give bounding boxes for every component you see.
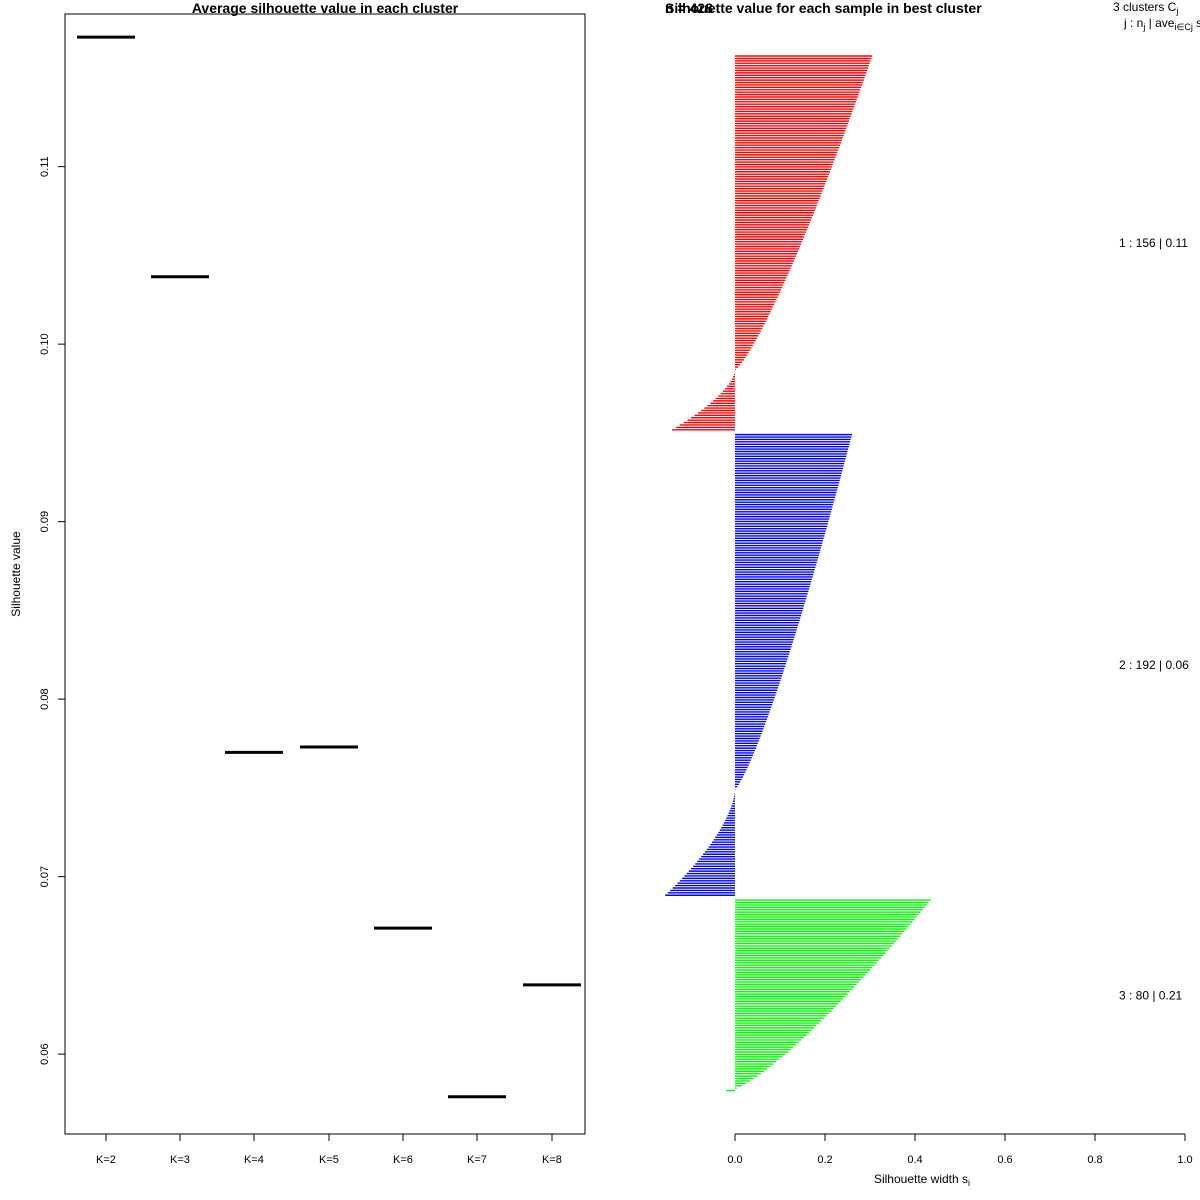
right-x-tick-label: 0.6: [997, 1154, 1012, 1166]
right-chart-title: Silhouette value for each sample in best…: [665, 0, 982, 16]
right-x-label-text: Silhouette width s: [874, 1172, 968, 1186]
left-x-tick-label: K=2: [96, 1154, 116, 1166]
right-x-tick-label: 1.0: [1177, 1154, 1192, 1166]
right-x-tick-label: 0.4: [907, 1154, 922, 1166]
cluster-label-3: 3 : 80 | 0.21: [1119, 988, 1182, 1002]
left-x-axis: K=2 K=3 K=4 K=5 K=6 K=7 K=8: [96, 1133, 562, 1166]
right-x-tick-label: 0.0: [727, 1154, 742, 1166]
cluster-label-2: 2 : 192 | 0.06: [1119, 658, 1189, 672]
left-x-tick-label: K=5: [319, 1154, 339, 1166]
cluster-label-1: 1 : 156 | 0.11: [1119, 236, 1188, 250]
left-y-tick-label: 0.09: [39, 511, 51, 532]
left-x-tick-label: K=4: [244, 1154, 264, 1166]
left-y-tick-label: 0.07: [39, 866, 51, 887]
header-line1-text: 3 clusters C: [1113, 0, 1177, 14]
header-line2-subscript: j: [1142, 22, 1145, 32]
left-data-marks: [77, 35, 581, 1099]
header-line2-mid: | ave: [1145, 16, 1174, 30]
right-x-tick-label: 0.2: [817, 1154, 832, 1166]
left-x-tick-label: K=7: [467, 1154, 487, 1166]
header-clusters-count: 3 clusters Cj: [1113, 0, 1178, 16]
header-line2-text: j : n: [1123, 16, 1143, 30]
left-x-tick-label: K=6: [393, 1154, 413, 1166]
left-y-axis: 0.06 0.07 0.08 0.09 0.10 0.11: [39, 156, 65, 1065]
left-y-tick-label: 0.11: [39, 156, 51, 177]
left-chart-title: Average silhouette value in each cluster: [192, 0, 459, 16]
right-x-tick-label: 0.8: [1087, 1154, 1102, 1166]
header-columns: j : nj | avei∈Cj s: [1123, 16, 1200, 32]
right-x-label-subscript: i: [968, 1178, 970, 1188]
header-line2-end: s: [1193, 16, 1200, 30]
left-panel-average-silhouette: Average silhouette value in each cluster…: [9, 0, 586, 1166]
left-y-axis-label: Silhouette value: [9, 531, 23, 617]
left-x-tick-label: K=3: [170, 1154, 190, 1166]
left-y-tick-label: 0.08: [39, 688, 51, 709]
cluster-labels: 1 : 156 | 0.11 2 : 192 | 0.06 3 : 80 | 0.2…: [1119, 236, 1189, 1002]
header-line2-subscript2: i∈Cj: [1174, 22, 1192, 32]
right-x-axis: 0.0 0.2 0.4 0.6 0.8 1.0: [727, 1133, 1193, 1166]
header-line1-subscript: j: [1175, 6, 1178, 16]
left-y-tick-label: 0.10: [39, 333, 51, 354]
right-x-axis-label: Silhouette width si: [874, 1172, 970, 1188]
right-panel-silhouette-plot: n = 428 Silhouette value for each sample…: [665, 0, 1200, 1188]
left-x-tick-label: K=8: [542, 1154, 562, 1166]
overlap-n-label: n = 428: [665, 0, 713, 16]
left-y-tick-label: 0.06: [39, 1043, 51, 1064]
silhouette-bars: [665, 55, 931, 1092]
